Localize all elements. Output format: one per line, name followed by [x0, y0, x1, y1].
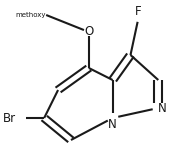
Text: methoxy: methoxy: [16, 12, 46, 18]
Text: F: F: [135, 5, 142, 18]
Text: Br: Br: [3, 112, 16, 124]
Text: N: N: [108, 118, 117, 131]
Text: N: N: [158, 102, 167, 115]
Text: O: O: [84, 25, 93, 39]
